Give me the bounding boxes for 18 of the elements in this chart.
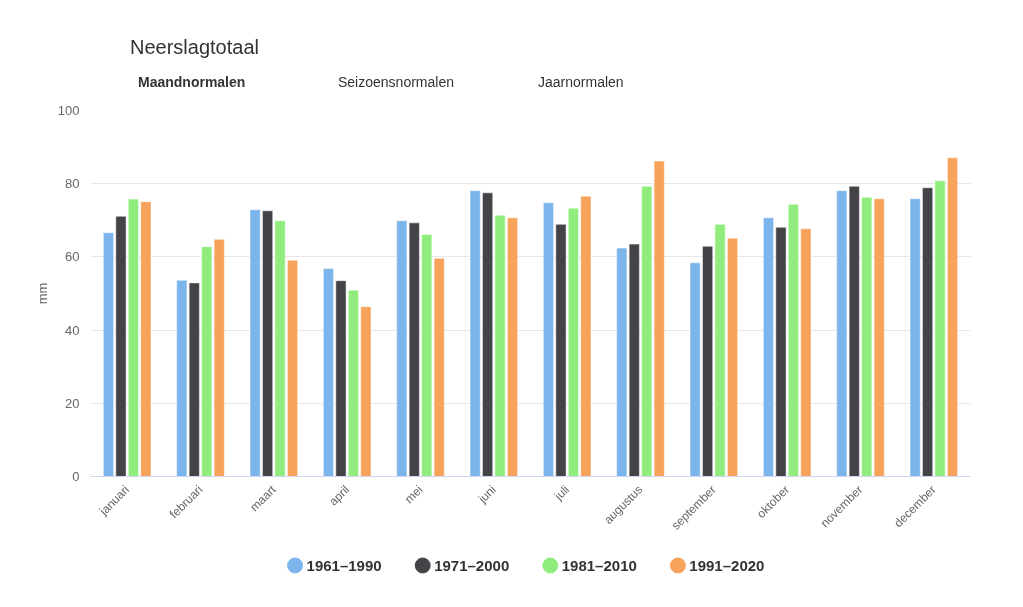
legend-label: 1971–2000 xyxy=(434,557,510,574)
y-axis-title: mm xyxy=(34,282,50,305)
x-tick-label: juli xyxy=(551,482,573,504)
text: Maandnormalen xyxy=(138,72,247,92)
y-tick-label: 100 xyxy=(57,103,80,118)
text: Jaarnormalen xyxy=(538,72,625,92)
x-tick-label: juni xyxy=(474,482,499,507)
legend-label: 1961–1990 xyxy=(306,557,382,574)
y-tick-label: 40 xyxy=(65,322,80,338)
legend-label: 1991–2020 xyxy=(689,557,765,574)
x-tick-label: mei xyxy=(401,482,426,507)
y-tick-label: 60 xyxy=(65,249,80,265)
y-tick-label: 80 xyxy=(65,176,80,192)
y-tick-label: 0 xyxy=(72,469,80,484)
text: Seizoensnormalen xyxy=(338,72,455,92)
legend-label: 1981–2010 xyxy=(561,557,637,574)
chart-title: Neerslagtotaal xyxy=(130,35,260,60)
y-tick-label: 20 xyxy=(65,395,80,411)
